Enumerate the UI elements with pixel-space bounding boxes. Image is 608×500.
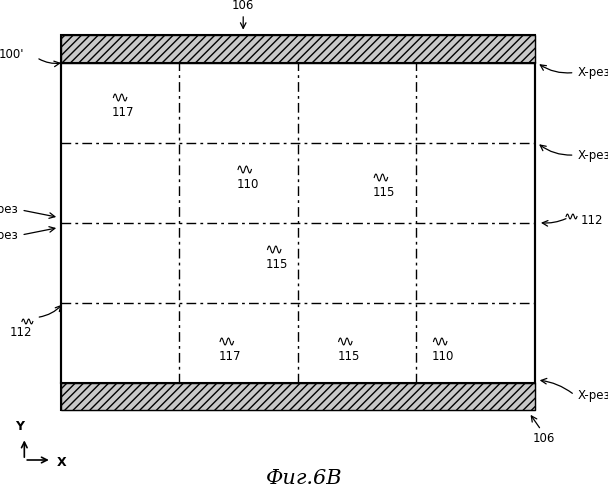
Text: Фиг.6B: Фиг.6B xyxy=(266,468,342,487)
Text: 110: 110 xyxy=(237,178,259,192)
Text: 112: 112 xyxy=(10,326,33,340)
Text: 112: 112 xyxy=(581,214,603,226)
Text: 117: 117 xyxy=(218,350,241,364)
Text: X-рез: X-рез xyxy=(0,204,18,216)
Text: 106: 106 xyxy=(232,0,254,12)
Text: 100': 100' xyxy=(0,48,24,62)
Text: X-рез: X-рез xyxy=(0,228,18,241)
Bar xyxy=(61,35,535,410)
Text: X-рез: X-рез xyxy=(578,148,608,162)
Text: X: X xyxy=(57,456,66,469)
Text: 106: 106 xyxy=(533,432,555,446)
Text: X-рез: X-рез xyxy=(578,66,608,79)
Text: 110: 110 xyxy=(432,350,454,364)
Text: X-рез: X-рез xyxy=(578,388,608,402)
Text: 115: 115 xyxy=(373,186,395,200)
Text: 115: 115 xyxy=(337,350,359,364)
Text: Y: Y xyxy=(15,420,24,434)
Bar xyxy=(61,382,535,410)
Text: 117: 117 xyxy=(112,106,134,120)
Bar xyxy=(61,35,535,62)
Text: 115: 115 xyxy=(266,258,288,272)
